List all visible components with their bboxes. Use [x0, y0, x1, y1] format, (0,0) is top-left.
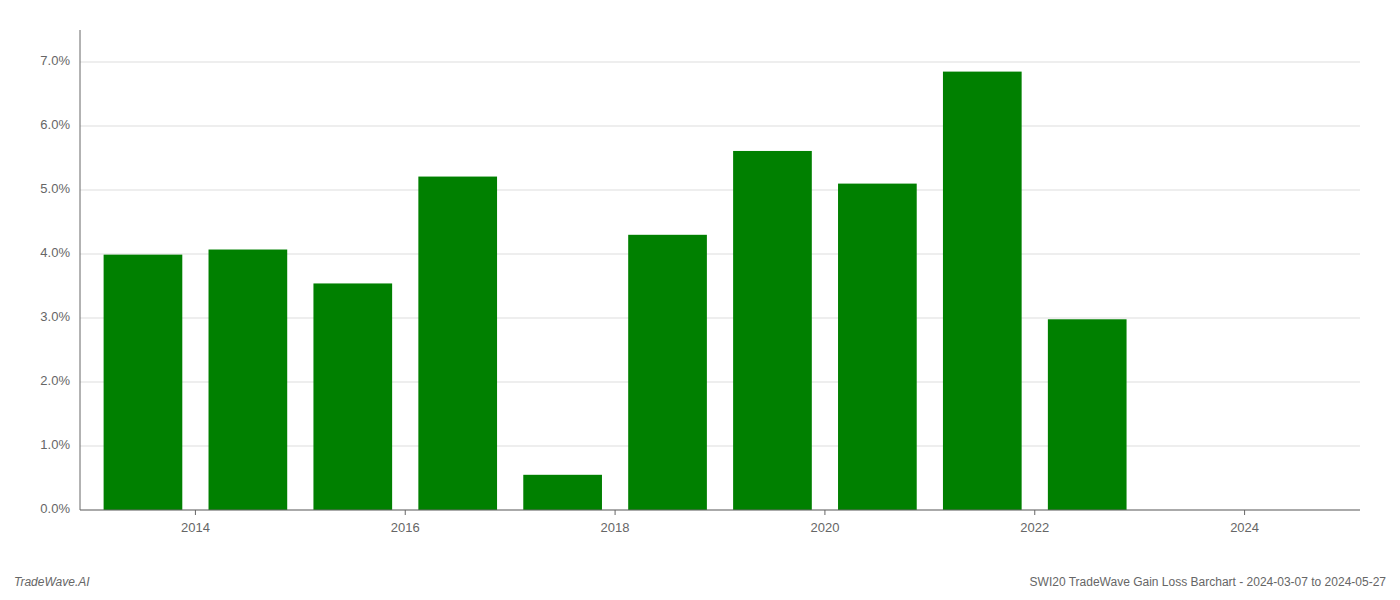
x-tick-label: 2024: [1230, 520, 1259, 535]
bar: [104, 255, 183, 510]
x-tick: [824, 510, 825, 515]
bar: [1048, 319, 1127, 510]
x-ticks: 2014 2016 2018 2020 2022 2024: [181, 510, 1259, 535]
chart: 0.0% 1.0% 2.0% 3.0% 4.0% 5.0% 6.0% 7.0% 2014 2016…: [0, 0, 1400, 600]
bar: [838, 184, 917, 510]
y-tick-labels: 0.0% 1.0% 2.0% 3.0% 4.0% 5.0% 6.0% 7.0%: [40, 53, 70, 516]
y-axis-line: [80, 30, 81, 510]
x-tick: [195, 510, 196, 515]
x-tick: [1034, 510, 1035, 515]
grid: [80, 62, 1360, 510]
bar: [523, 475, 602, 510]
y-tick-label: 7.0%: [40, 53, 70, 68]
y-tick-label: 5.0%: [40, 181, 70, 196]
bar: [943, 72, 1022, 510]
watermark: TradeWave.AI: [14, 575, 90, 589]
x-tick-label: 2020: [810, 520, 839, 535]
x-tick: [1244, 510, 1245, 515]
y-tick-label: 2.0%: [40, 373, 70, 388]
x-tick: [615, 510, 616, 515]
bar: [313, 283, 392, 510]
grid-line: [80, 190, 1360, 191]
x-tick-label: 2014: [181, 520, 210, 535]
title: SWI20 TradeWave Gain Loss Barchart - 202…: [1030, 575, 1387, 589]
grid-line: [80, 510, 1360, 511]
y-tick-label: 6.0%: [40, 117, 70, 132]
x-tick-label: 2018: [601, 520, 630, 535]
x-tick-label: 2022: [1020, 520, 1049, 535]
y-tick-label: 3.0%: [40, 309, 70, 324]
bar: [418, 177, 497, 510]
x-tick: [405, 510, 406, 515]
bar: [628, 235, 707, 510]
x-tick-label: 2016: [391, 520, 420, 535]
grid-line: [80, 126, 1360, 127]
grid-line: [80, 62, 1360, 63]
bars: [104, 72, 1127, 510]
bar: [733, 151, 812, 510]
y-tick-label: 4.0%: [40, 245, 70, 260]
y-tick-label: 1.0%: [40, 437, 70, 452]
y-tick-label: 0.0%: [40, 501, 70, 516]
x-axis-line: [80, 510, 1360, 511]
bar: [209, 250, 288, 510]
